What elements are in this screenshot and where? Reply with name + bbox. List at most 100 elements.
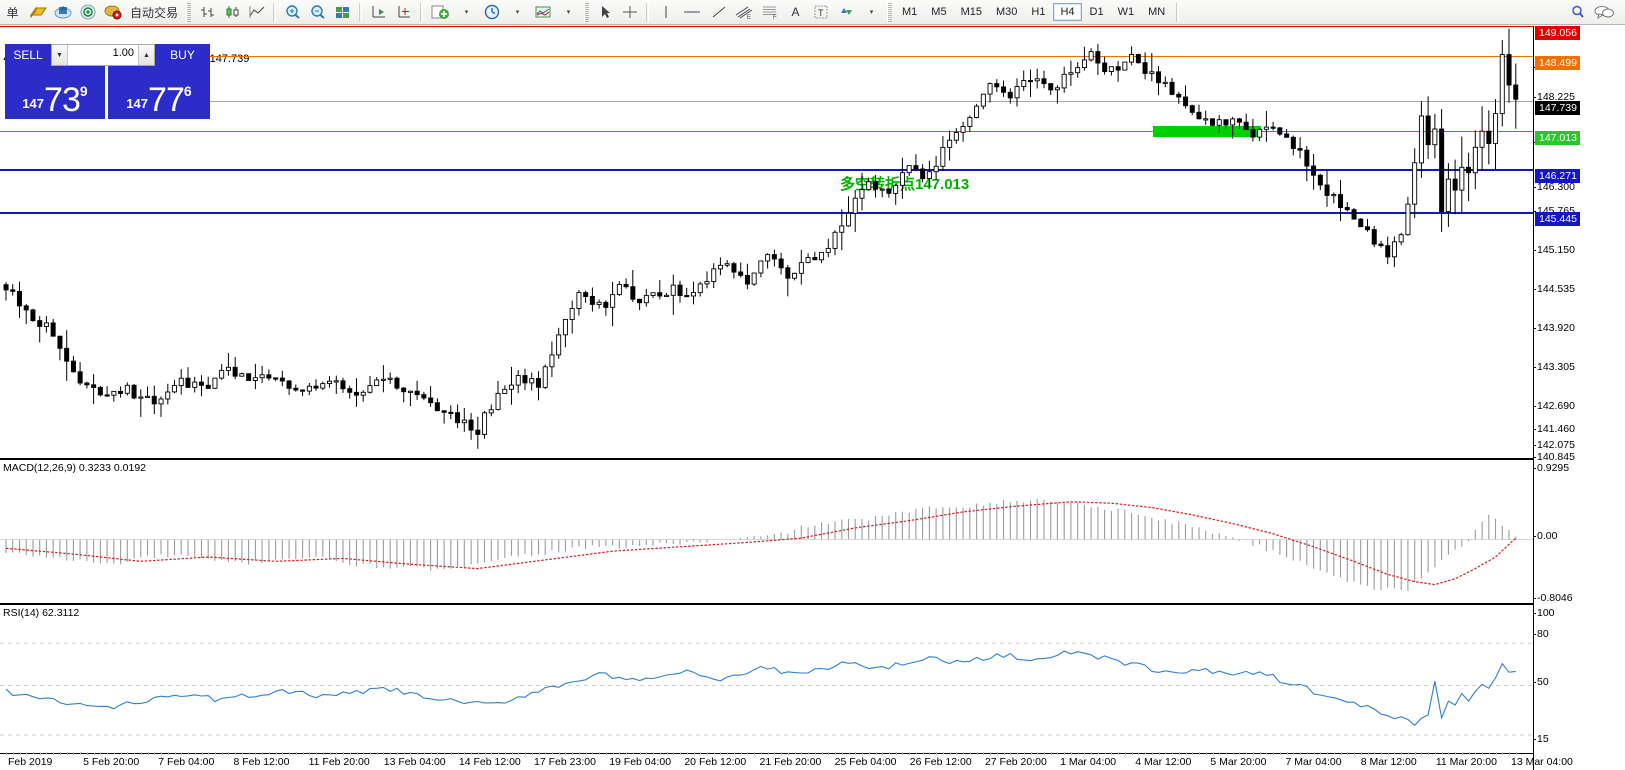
macd-tick-min: -0.8046 (1533, 592, 1573, 604)
broadcast-icon[interactable] (76, 1, 99, 24)
price-tag-support-2[interactable]: 145.445 (1535, 212, 1580, 226)
price-tick-144535: 144.535 (1533, 283, 1575, 295)
time-label: 13 Mar 04:00 (1511, 756, 1573, 768)
time-label: 19 Feb 04:00 (609, 756, 672, 768)
buy-price-prefix: 147 (126, 96, 149, 111)
rsi-tick-15: 15 (1533, 733, 1549, 745)
time-label: 8 Feb 12:00 (233, 756, 290, 768)
tile-windows-icon[interactable] (331, 1, 354, 24)
candlestick-chart-icon[interactable] (220, 1, 243, 24)
sell-button[interactable]: SELL (5, 44, 51, 66)
arrows-icon[interactable] (834, 1, 857, 24)
toolbar-grip-1[interactable] (186, 2, 192, 22)
equidistant-channel-icon[interactable]: E (732, 1, 756, 24)
toolbar-sep-4 (646, 2, 650, 22)
time-axis[interactable]: Feb 2019 5 Feb 20:00 7 Feb 04:00 8 Feb 12:0… (0, 753, 1573, 770)
templates-icon[interactable] (531, 1, 554, 24)
main-toolbar: 单 自动交易 (0, 0, 1625, 25)
cursor-arrow-icon[interactable] (593, 1, 616, 24)
timeframe-m1[interactable]: M1 (902, 6, 918, 18)
time-label: 4 Mar 12:00 (1135, 756, 1192, 768)
volume-input-group[interactable]: ▼ 1.00 ▲ (51, 44, 155, 66)
toolbar-sep-1 (273, 2, 277, 22)
level-line-145445[interactable] (0, 212, 1533, 214)
arrows-dropdown-icon[interactable]: ▾ (869, 9, 874, 16)
chart-area[interactable]: ▲ GBPJPY-,H4 148.136 148.140 147.734 147… (0, 26, 1625, 770)
add-indicator-icon[interactable] (428, 1, 452, 24)
sell-price-display[interactable]: 147 73 9 (5, 66, 105, 119)
crosshair-icon[interactable] (618, 1, 641, 24)
horizontal-line-icon[interactable] (679, 1, 705, 24)
trendline-icon[interactable] (707, 1, 730, 24)
timeframe-d1[interactable]: D1 (1089, 6, 1104, 18)
time-label: 20 Feb 12:00 (684, 756, 747, 768)
text-label-icon[interactable]: A (791, 5, 800, 19)
timeframe-m30[interactable]: M30 (995, 6, 1018, 18)
timeframe-m15[interactable]: M15 (960, 6, 982, 18)
buy-price-display[interactable]: 147 77 6 (108, 66, 210, 119)
level-line-147013-pivot[interactable] (0, 131, 1533, 132)
macd-tick-max: 0.9295 (1532, 462, 1570, 474)
folder-icon[interactable] (26, 1, 49, 24)
chart-shift-icon[interactable] (392, 1, 415, 24)
price-tag-support-1[interactable]: 146.271 (1535, 169, 1580, 183)
time-label: 11 Mar 20:00 (1435, 756, 1497, 768)
bar-chart-icon[interactable] (195, 1, 218, 24)
time-label: 1 Mar 04:00 (1060, 756, 1117, 768)
toolbar-grip-2[interactable] (584, 2, 590, 22)
price-tick-141460: 141.460 (1533, 423, 1575, 435)
svg-text:F: F (773, 15, 777, 20)
search-icon[interactable] (1566, 1, 1589, 24)
zoom-out-icon[interactable] (306, 1, 329, 24)
time-label: 17 Feb 23:00 (534, 756, 596, 768)
price-tag-current[interactable]: 147.739 (1535, 101, 1580, 115)
price-tag-pivot[interactable]: 147.013 (1535, 131, 1580, 145)
auto-scroll-icon[interactable] (367, 1, 390, 24)
zoom-in-icon[interactable] (281, 1, 304, 24)
volume-decrement-icon[interactable]: ▼ (52, 45, 68, 65)
timeframe-w1[interactable]: W1 (1117, 6, 1135, 18)
volume-increment-icon[interactable]: ▲ (138, 45, 154, 65)
level-line-149056[interactable] (0, 26, 1533, 27)
timeframe-h1[interactable]: H1 (1031, 6, 1046, 18)
vertical-line-icon[interactable] (654, 1, 677, 24)
time-label: 14 Feb 12:00 (458, 756, 521, 768)
one-click-trading-panel[interactable]: SELL ▼ 1.00 ▲ BUY 147 73 9 147 77 6 (5, 44, 210, 119)
line-chart-icon[interactable] (245, 1, 268, 24)
price-tick-148225: 148.225 (1533, 91, 1575, 103)
price-tick-142690: 142.690 (1533, 400, 1575, 412)
period-dropdown-icon[interactable]: ▾ (515, 9, 520, 16)
timeframe-h4[interactable]: H4 (1053, 3, 1082, 21)
price-tag-resistance[interactable]: 148.499 (1535, 56, 1580, 70)
period-clock-icon[interactable] (480, 1, 503, 24)
symbol-info-bar: ▲ GBPJPY-,H4 148.136 148.140 147.734 147… (0, 52, 1625, 65)
cloud-record-icon[interactable] (101, 1, 124, 24)
price-scale[interactable]: 148.840 148.225 147.610 146.300 145.765 … (1532, 26, 1625, 770)
text-box-icon[interactable]: T (809, 1, 832, 24)
time-label: Feb 2019 (8, 756, 53, 768)
chat-icon[interactable] (1591, 1, 1617, 24)
level-line-146271[interactable] (0, 169, 1533, 171)
cloud-upload-icon[interactable] (51, 1, 74, 24)
rsi-tick-50: 50 (1533, 676, 1549, 688)
buy-button[interactable]: BUY (155, 44, 210, 66)
rsi-tick-100: 100 (1533, 607, 1555, 619)
macd-label: MACD(12,26,9) 0.3233 0.0192 (3, 462, 147, 474)
templates-dropdown-icon[interactable]: ▾ (566, 9, 571, 16)
toolbar-grip-3[interactable] (887, 2, 893, 22)
level-line-148499[interactable] (210, 56, 1533, 57)
auto-trading-button[interactable]: 自动交易 (130, 5, 179, 20)
add-indicator-dropdown-icon[interactable]: ▾ (464, 9, 469, 16)
level-line-147739-current[interactable] (210, 101, 1533, 102)
macd-tick-zero: 0.00 (1532, 530, 1558, 542)
time-label: 7 Feb 04:00 (158, 756, 215, 768)
pivot-zone-highlight[interactable] (1153, 126, 1261, 137)
svg-text:T: T (818, 8, 824, 18)
timeframe-m5[interactable]: M5 (931, 6, 947, 18)
price-tag-resistance-high[interactable]: 149.056 (1535, 26, 1580, 40)
fibonacci-icon[interactable]: F (758, 1, 782, 24)
macd-series (0, 498, 1533, 591)
volume-input[interactable]: 1.00 (112, 47, 134, 59)
timeframe-mn[interactable]: MN (1148, 6, 1166, 18)
